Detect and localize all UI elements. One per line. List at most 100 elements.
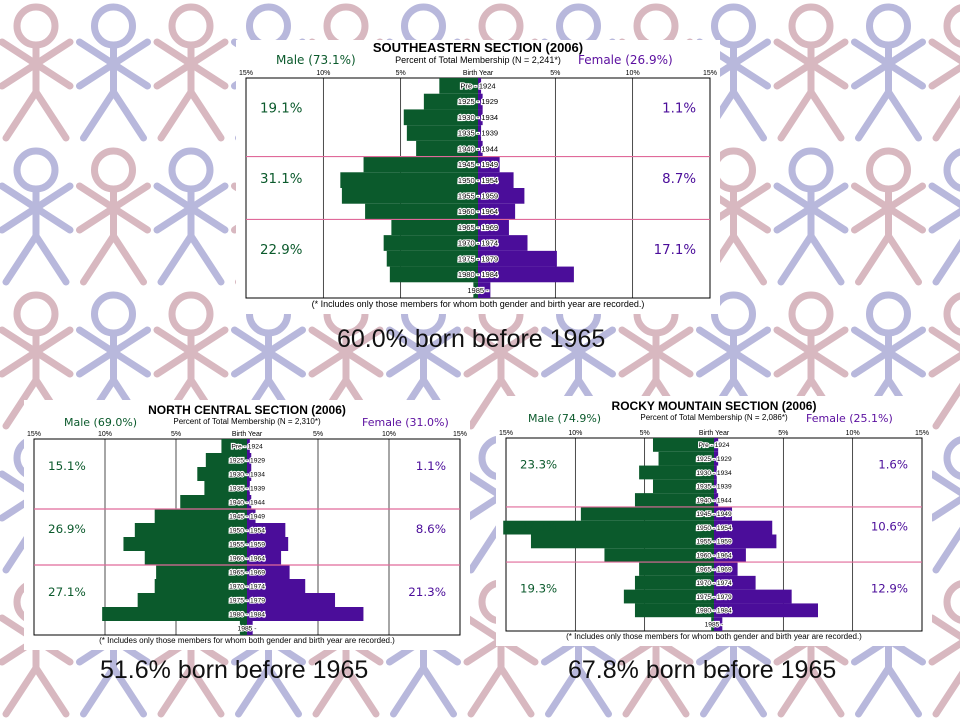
stick-figure-icon [153,147,229,286]
stick-figure-leg [32,232,70,286]
stick-figure-leg [110,88,147,142]
male-group-percent: 23.3% [520,457,557,471]
stick-figure-head [866,147,911,193]
birth-year-label: 1950 - 1954 [458,176,498,185]
stick-figure-arm [618,326,694,378]
male-bar [391,219,478,236]
stick-figure-leg [235,664,272,718]
female-bar [247,481,250,495]
female-heading: Female (25.1%) [806,412,893,425]
stick-figure-leg [855,88,892,142]
female-bar [478,140,483,157]
birth-year-label: 1940 - 1944 [696,497,732,504]
male-group-percent: 27.1% [48,585,86,599]
male-bar [137,593,247,607]
stick-figure-leg [777,88,815,142]
female-group-percent: 8.7% [662,172,696,187]
stick-figure-leg [932,382,960,430]
stick-figure-leg [807,88,845,142]
stick-figure-arm [76,38,151,90]
stick-figure-leg [2,376,40,430]
male-bar [652,438,714,452]
female-group-percent: 1.1% [416,459,446,473]
male-group-percent: 22.9% [260,243,302,258]
footnote: (* Includes only those members for whom … [311,299,645,309]
female-bar [247,551,282,565]
stick-figure-icon [773,3,849,142]
stick-figure-head [13,291,59,337]
female-bar [714,603,818,618]
tick-label: 15% [239,70,253,77]
birth-year-label: 1945 - 1949 [458,160,498,169]
birth-year-label: 1940 - 1944 [229,499,265,506]
tick-label: 5% [171,431,181,438]
birth-year-label: 1960 - 1964 [229,555,265,562]
female-bar [714,506,733,521]
tick-label: 5% [550,70,560,77]
birth-year-label: Pre - 1924 [699,442,730,449]
tick-label: 10% [98,431,112,438]
birth-year-label: Pre - 1924 [460,81,495,90]
stick-figure-arm [851,326,926,378]
stick-figure-leg [932,238,960,286]
population-pyramid: 15% 10% 5% 5% 10% 15% Birth Year Pre - 1924 1925… [499,430,929,632]
stick-figure-arm [231,326,306,378]
male-bar [639,465,714,480]
stick-figure-arm [0,326,74,378]
female-bar [247,537,289,551]
stick-figure-arm [773,38,849,90]
stick-figure-leg [467,664,505,718]
male-group-percent: 26.9% [48,522,86,536]
stick-figure-icon [773,147,849,286]
female-bar [714,575,756,590]
stick-figure-icon [851,147,926,286]
female-bar [714,617,723,631]
born-before-1965-caption: 51.6% born before 1965 [100,656,369,684]
stick-figure-leg [2,664,40,718]
female-group-percent: 1.1% [662,102,696,117]
male-bar [604,548,714,563]
female-bar [714,562,738,576]
chart-title: SOUTHEASTERN SECTION (2006) [372,40,584,55]
tick-label: 15% [27,431,41,438]
tick-label: 10% [626,70,640,77]
male-bar [658,451,714,466]
female-group-percent: 12.9% [871,581,908,595]
stick-figure-head [788,147,834,193]
male-bar [197,467,247,481]
stick-figure-arm [153,182,229,234]
stick-figure-leg [32,88,70,142]
stick-figure-icon [0,147,74,286]
female-bar [714,589,792,604]
stick-figure-arm [76,326,151,378]
female-bar [478,109,483,126]
stick-figure-arm [928,207,960,234]
male-bar [634,575,714,590]
stick-figure-icon [696,291,771,430]
axis-label: Birth Year [463,70,494,77]
footnote: (* Includes only those members for whom … [99,636,395,645]
stick-figure-head [168,291,214,337]
male-bar [652,479,714,494]
birth-year-label: 1985 - [705,621,724,628]
stick-figure-leg [390,664,427,718]
female-bar [247,593,336,607]
male-bar [221,439,247,453]
stick-figure-head [943,580,960,624]
chart-subtitle: Percent of Total Membership (N = 2,241*) [395,55,561,65]
female-bar [478,125,482,141]
female-bar [247,565,290,579]
footnote: (* Includes only those members for whom … [566,632,862,641]
male-bar [340,172,478,188]
birth-year-label: 1955 - 1959 [458,191,498,200]
male-bar [363,156,478,173]
female-bar [714,534,777,549]
stick-figure-leg [187,232,225,286]
female-bar [478,266,574,283]
tick-label: 15% [499,430,513,437]
female-heading: Female (31.0%) [362,416,449,429]
male-heading: Male (69.0%) [64,416,138,429]
female-bar [247,467,252,481]
stick-figure-leg [807,232,845,286]
stick-figure-leg [80,88,117,142]
